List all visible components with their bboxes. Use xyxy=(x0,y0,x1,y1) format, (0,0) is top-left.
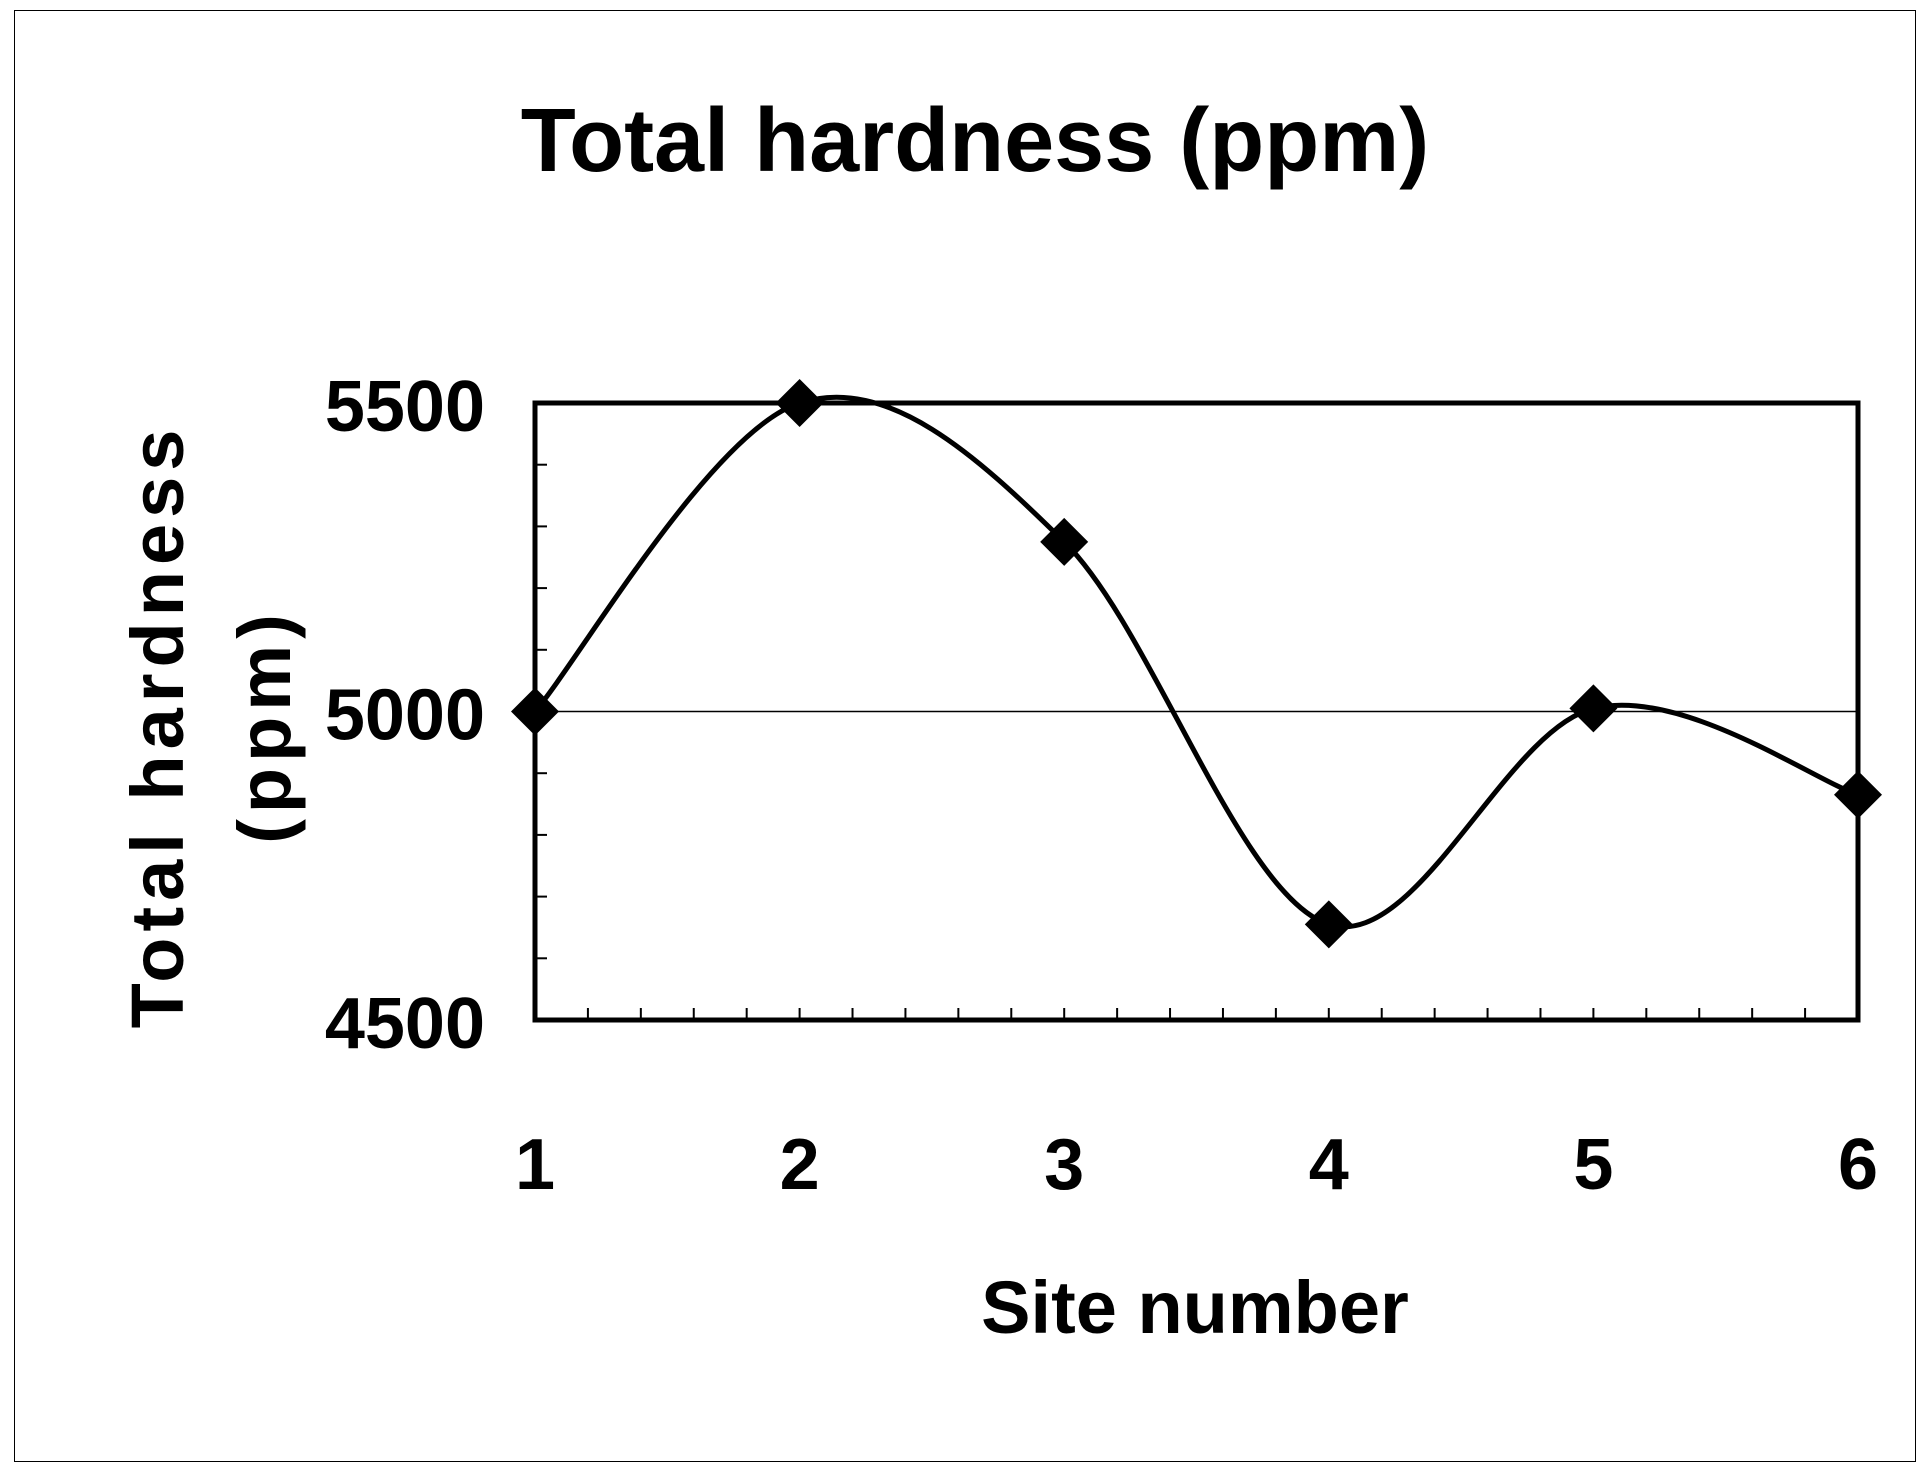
x-tick-label-4: 4 xyxy=(1309,1125,1349,1205)
data-point-site-6 xyxy=(1834,770,1882,819)
x-tick-labels: 1 2 3 4 5 6 xyxy=(515,1125,1878,1205)
minor-ticks xyxy=(535,463,1807,1020)
x-tick-label-1: 1 xyxy=(515,1125,555,1205)
x-tick-label-5: 5 xyxy=(1573,1125,1613,1205)
y-tick-label-4500: 4500 xyxy=(325,984,485,1064)
chart-frame: Total hardness (ppm) Total hardness (ppm… xyxy=(14,10,1916,1462)
y-axis-label-line1: Total hardness xyxy=(116,424,199,1029)
data-point-site-1 xyxy=(511,687,559,736)
y-tick-labels: 5500 5000 4500 xyxy=(325,367,485,1064)
x-tick-label-2: 2 xyxy=(780,1125,820,1205)
data-point-site-4 xyxy=(1304,900,1353,949)
x-axis-label: Site number xyxy=(981,1266,1409,1349)
y-axis-label-second: (ppm) xyxy=(223,608,306,844)
y-tick-label-5000: 5000 xyxy=(325,676,485,756)
x-tick-label-3: 3 xyxy=(1044,1125,1084,1205)
y-axis-label: Total hardness xyxy=(116,424,199,1029)
data-markers xyxy=(511,379,1882,949)
y-axis-label-line2: (ppm) xyxy=(223,608,306,844)
x-tick-label-6: 6 xyxy=(1838,1125,1878,1205)
chart-title: Total hardness (ppm) xyxy=(521,91,1429,191)
data-point-site-3 xyxy=(1040,517,1089,566)
line-chart: Total hardness (ppm) Total hardness (ppm… xyxy=(116,91,1882,1349)
y-tick-label-5500: 5500 xyxy=(325,367,485,447)
data-point-site-2 xyxy=(775,379,824,427)
series-line xyxy=(533,394,1859,930)
data-point-site-5 xyxy=(1569,684,1618,733)
